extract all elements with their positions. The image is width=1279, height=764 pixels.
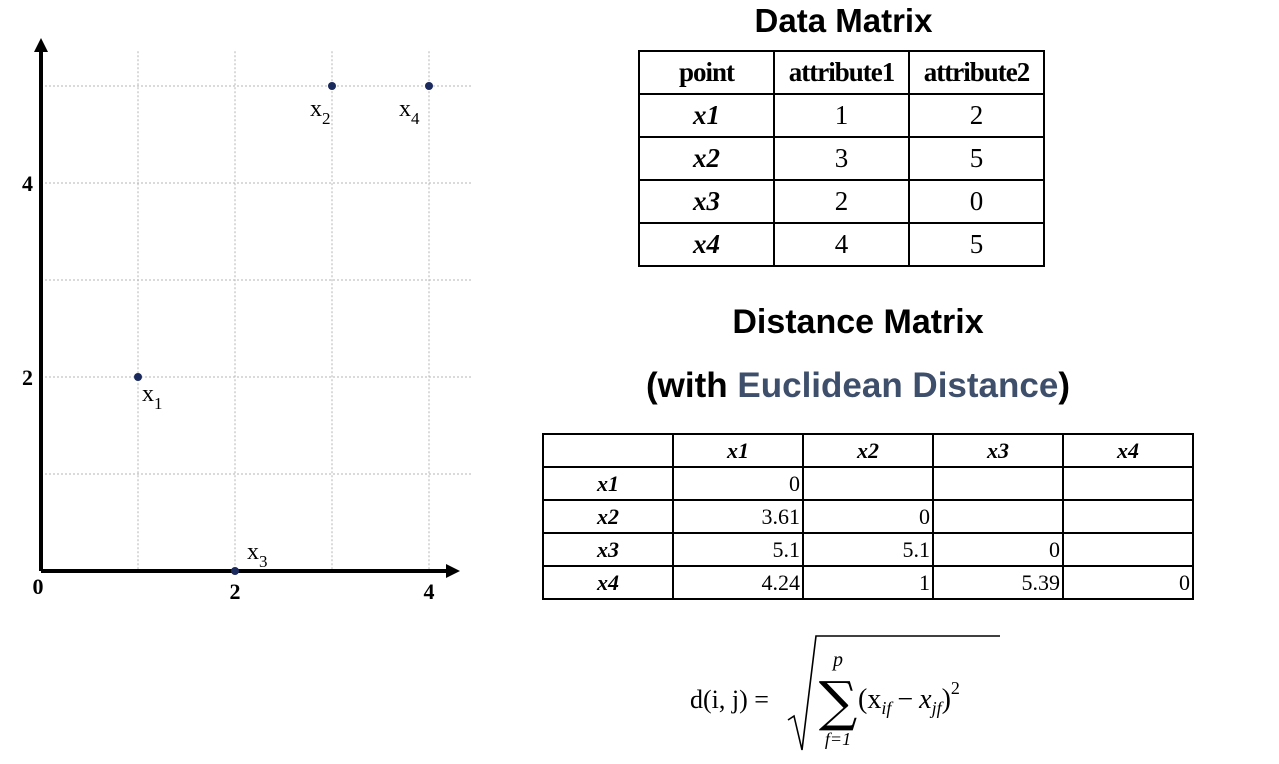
y-tick-label: 4 <box>22 171 33 196</box>
column-header: attribute1 <box>773 50 910 95</box>
tick-labels: 0 2 4 2 4 <box>22 171 435 604</box>
data-point <box>231 567 239 575</box>
row-label: x2 <box>542 499 674 534</box>
term-x: x <box>918 684 932 715</box>
table-row: x1 0 <box>542 466 1194 501</box>
table-cell: 2 <box>773 179 910 224</box>
data-point <box>328 82 336 90</box>
row-label: x1 <box>638 93 775 138</box>
table-cell <box>802 466 934 501</box>
row-label: x4 <box>638 222 775 267</box>
table-row: x2 3 5 <box>638 136 1045 181</box>
table-cell: 0 <box>802 499 934 534</box>
subtitle-suffix: ) <box>1058 366 1070 405</box>
corner-cell <box>542 433 674 468</box>
subtitle-prefix: (with <box>646 366 738 405</box>
row-label: x1 <box>542 466 674 501</box>
formula-lhs: d(i, j) = <box>690 685 769 714</box>
table-cell: 5.39 <box>932 565 1064 600</box>
row-label: x2 <box>638 136 775 181</box>
formula-term: (xif − xjf)2 <box>858 678 960 718</box>
column-header: x2 <box>802 433 934 468</box>
table-row: x3 5.1 5.1 0 <box>542 532 1194 567</box>
table-cell: 0 <box>672 466 804 501</box>
data-point <box>134 373 142 381</box>
column-header: x4 <box>1062 433 1194 468</box>
term-open: (x <box>858 684 881 715</box>
table-cell: 1 <box>773 93 910 138</box>
data-matrix-table: point attribute1 attribute2 x1 1 2 x2 3 … <box>638 50 1045 267</box>
data-matrix-title: Data Matrix <box>754 2 933 39</box>
table-cell: 5 <box>908 222 1045 267</box>
sum-lower: f=1 <box>825 729 851 749</box>
row-label: x4 <box>542 565 674 600</box>
axes <box>34 38 460 578</box>
column-header: attribute2 <box>908 50 1045 95</box>
sub-if: if <box>881 698 894 718</box>
x-tick-label: 4 <box>424 579 435 604</box>
table-row: x4 4.24 1 5.39 0 <box>542 565 1194 600</box>
term-close: ) <box>942 684 951 715</box>
table-cell: 2 <box>908 93 1045 138</box>
table-cell <box>1062 499 1194 534</box>
point-label: x4 <box>399 96 420 128</box>
table-row: x1 1 2 <box>638 93 1045 138</box>
point-label: x1 <box>142 381 163 413</box>
table-cell <box>932 466 1064 501</box>
table-header-row: point attribute1 attribute2 <box>638 50 1045 95</box>
table-cell: 5.1 <box>672 532 804 567</box>
data-points: x1 x2 x3 x4 <box>134 82 433 575</box>
distance-matrix-table: x1 x2 x3 x4 x1 0 x2 3.61 0 x3 5.1 5.1 0 <box>542 433 1194 600</box>
distance-matrix-subtitle: (with Euclidean Distance) <box>560 364 1156 408</box>
sub-jf: jf <box>930 698 945 718</box>
distance-matrix-title: Distance Matrix <box>732 303 984 341</box>
table-cell <box>932 499 1064 534</box>
sqrt-sign <box>787 635 1000 751</box>
column-header: x3 <box>932 433 1064 468</box>
table-cell: 5.1 <box>802 532 934 567</box>
table-row: x2 3.61 0 <box>542 499 1194 534</box>
column-header: x1 <box>672 433 804 468</box>
row-label: x3 <box>542 532 674 567</box>
table-row: x3 2 0 <box>638 179 1045 224</box>
y-tick-label: 2 <box>22 365 33 390</box>
point-label: x3 <box>247 539 268 571</box>
table-cell: 3 <box>773 136 910 181</box>
minus-sign: − <box>897 684 913 715</box>
table-cell <box>1062 466 1194 501</box>
origin-label: 0 <box>33 574 44 599</box>
table-cell: 3.61 <box>672 499 804 534</box>
table-cell: 0 <box>1062 565 1194 600</box>
row-label: x3 <box>638 179 775 224</box>
point-label: x2 <box>310 96 331 128</box>
table-cell: 4.24 <box>672 565 804 600</box>
table-cell <box>1062 532 1194 567</box>
subtitle-accent: Euclidean Distance <box>737 366 1059 405</box>
sum-upper: p <box>831 649 843 671</box>
table-row: x4 4 5 <box>638 222 1045 267</box>
table-cell: 5 <box>908 136 1045 181</box>
euclidean-formula: d(i, j) = p ∑ f=1 (xif − xjf)2 <box>690 635 1000 751</box>
column-header: point <box>638 50 775 95</box>
table-cell: 4 <box>773 222 910 267</box>
sum-symbol: ∑ <box>819 670 858 733</box>
x-axis-arrow <box>446 564 460 578</box>
power: 2 <box>951 678 960 698</box>
table-header-row: x1 x2 x3 x4 <box>542 433 1194 468</box>
grid-lines <box>41 51 472 571</box>
data-point <box>425 82 433 90</box>
y-axis-arrow <box>34 38 48 52</box>
scatter-plot: 0 2 4 2 4 x1 x2 x3 x4 <box>22 38 472 604</box>
table-cell: 0 <box>932 532 1064 567</box>
table-cell: 1 <box>802 565 934 600</box>
x-tick-label: 2 <box>230 579 241 604</box>
table-cell: 0 <box>908 179 1045 224</box>
